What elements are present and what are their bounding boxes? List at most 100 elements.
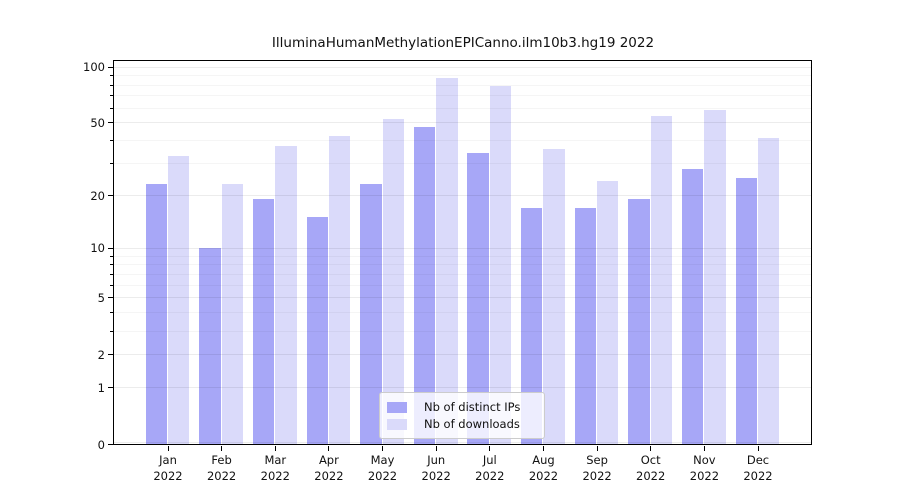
legend-swatch-distinct-ips [387, 401, 407, 413]
bar-distinct-ips [252, 198, 275, 444]
y-tick-label: 10 [90, 241, 105, 256]
x-tick-month: Nov [693, 453, 716, 467]
x-tick-mark [167, 446, 169, 451]
bar-distinct-ips [360, 184, 382, 444]
y-tick-mark [108, 297, 113, 299]
x-tick-mark [435, 446, 437, 451]
y-tick-label: 2 [97, 347, 105, 362]
x-tick-mark [543, 446, 544, 451]
bar-distinct-ips [735, 177, 757, 444]
legend-swatch-downloads [387, 418, 407, 430]
x-tick-label: Aug 2022 [512, 452, 576, 484]
x-tick-mark [328, 446, 330, 451]
bar-downloads [221, 184, 244, 444]
bar-distinct-ips [628, 198, 650, 444]
x-tick-month: Dec [746, 453, 770, 467]
y-minor-tick-mark [110, 95, 113, 97]
bar-downloads [758, 138, 780, 444]
bar-distinct-ips [199, 247, 221, 444]
x-tick-label: Nov 2022 [672, 452, 736, 484]
bar-downloads [382, 119, 404, 444]
bar-downloads [328, 136, 351, 444]
x-tick-label: Apr 2022 [297, 452, 361, 484]
y-tick-label: 50 [90, 115, 105, 130]
bar-distinct-ips [306, 217, 328, 444]
x-tick-mark [274, 446, 276, 451]
bar-distinct-ips [574, 207, 597, 444]
legend-label-downloads: Nb of downloads [424, 417, 520, 431]
y-minor-tick-mark [110, 163, 113, 165]
x-tick-month: Jul [482, 453, 497, 467]
x-tick-year: 2022 [367, 469, 398, 483]
y-tick-mark [108, 354, 113, 356]
bar-downloads [650, 116, 673, 444]
x-tick-year: 2022 [206, 469, 237, 483]
x-tick-mark [650, 446, 652, 451]
x-tick-month: May [370, 453, 395, 467]
x-tick-mark [489, 446, 491, 451]
y-minor-tick-mark [110, 330, 113, 332]
x-tick-year: 2022 [475, 469, 505, 483]
x-tick-label: Dec 2022 [726, 452, 790, 484]
x-tick-year: 2022 [421, 469, 451, 483]
chart-title: IlluminaHumanMethylationEPICanno.ilm10b3… [271, 35, 655, 51]
x-tick-mark [221, 446, 223, 451]
x-tick-year: 2022 [528, 469, 559, 483]
x-tick-label: Sep 2022 [565, 452, 629, 484]
x-tick-year: 2022 [260, 469, 290, 483]
bar-distinct-ips [681, 168, 704, 444]
x-tick-month: Sep [586, 453, 608, 467]
x-tick-label: Feb 2022 [190, 452, 254, 484]
plot-area [113, 60, 812, 445]
bar-downloads [275, 146, 297, 444]
bar-downloads [704, 110, 726, 444]
x-tick-month: Jan [159, 453, 177, 467]
x-tick-year: 2022 [314, 469, 344, 483]
bar-downloads [168, 155, 190, 444]
x-tick-month: Feb [211, 453, 232, 467]
y-minor-tick-mark [110, 84, 113, 86]
y-tick-mark [108, 444, 113, 445]
bar-downloads [543, 148, 565, 444]
x-tick-month: Jun [427, 453, 446, 467]
bar-downloads [436, 77, 458, 444]
y-tick-label: 5 [97, 290, 105, 305]
x-tick-year: 2022 [153, 469, 183, 483]
x-tick-mark [757, 446, 759, 451]
legend-row-distinct-ips: Nb of distinct IPs [380, 399, 544, 415]
x-tick-year: 2022 [743, 469, 773, 483]
x-tick-month: Apr [318, 453, 339, 467]
y-tick-mark [108, 387, 113, 389]
y-tick-label: 0 [97, 437, 105, 452]
bars-layer [114, 61, 811, 444]
bar-distinct-ips [521, 207, 543, 444]
y-minor-tick-mark [110, 284, 113, 286]
y-tick-label: 1 [97, 380, 105, 395]
y-minor-tick-mark [110, 312, 113, 314]
legend-label-distinct-ips: Nb of distinct IPs [424, 400, 521, 414]
x-tick-label: Oct 2022 [619, 452, 683, 484]
legend: Nb of distinct IPs Nb of downloads [379, 392, 545, 439]
x-tick-mark [596, 446, 598, 451]
y-minor-tick-mark [110, 107, 113, 109]
x-tick-mark [703, 446, 705, 451]
y-tick-mark [108, 195, 113, 196]
y-tick-label: 20 [90, 188, 105, 203]
y-tick-mark [108, 247, 113, 249]
y-tick-mark [108, 122, 113, 124]
y-minor-tick-mark [110, 255, 113, 257]
x-tick-month: Oct [640, 453, 661, 467]
x-tick-month: Mar [264, 453, 287, 467]
x-tick-label: Jan 2022 [136, 452, 200, 484]
x-tick-label: Jun 2022 [404, 452, 468, 484]
x-tick-label: Mar 2022 [243, 452, 307, 484]
y-minor-tick-mark [110, 140, 113, 142]
x-tick-month: Aug [532, 453, 555, 467]
bar-downloads [597, 180, 619, 444]
x-tick-label: Jul 2022 [458, 452, 522, 484]
x-tick-year: 2022 [636, 469, 666, 483]
x-tick-label: May 2022 [351, 452, 415, 484]
y-minor-tick-mark [110, 264, 113, 266]
x-tick-mark [382, 446, 383, 451]
y-tick-mark [108, 66, 113, 68]
